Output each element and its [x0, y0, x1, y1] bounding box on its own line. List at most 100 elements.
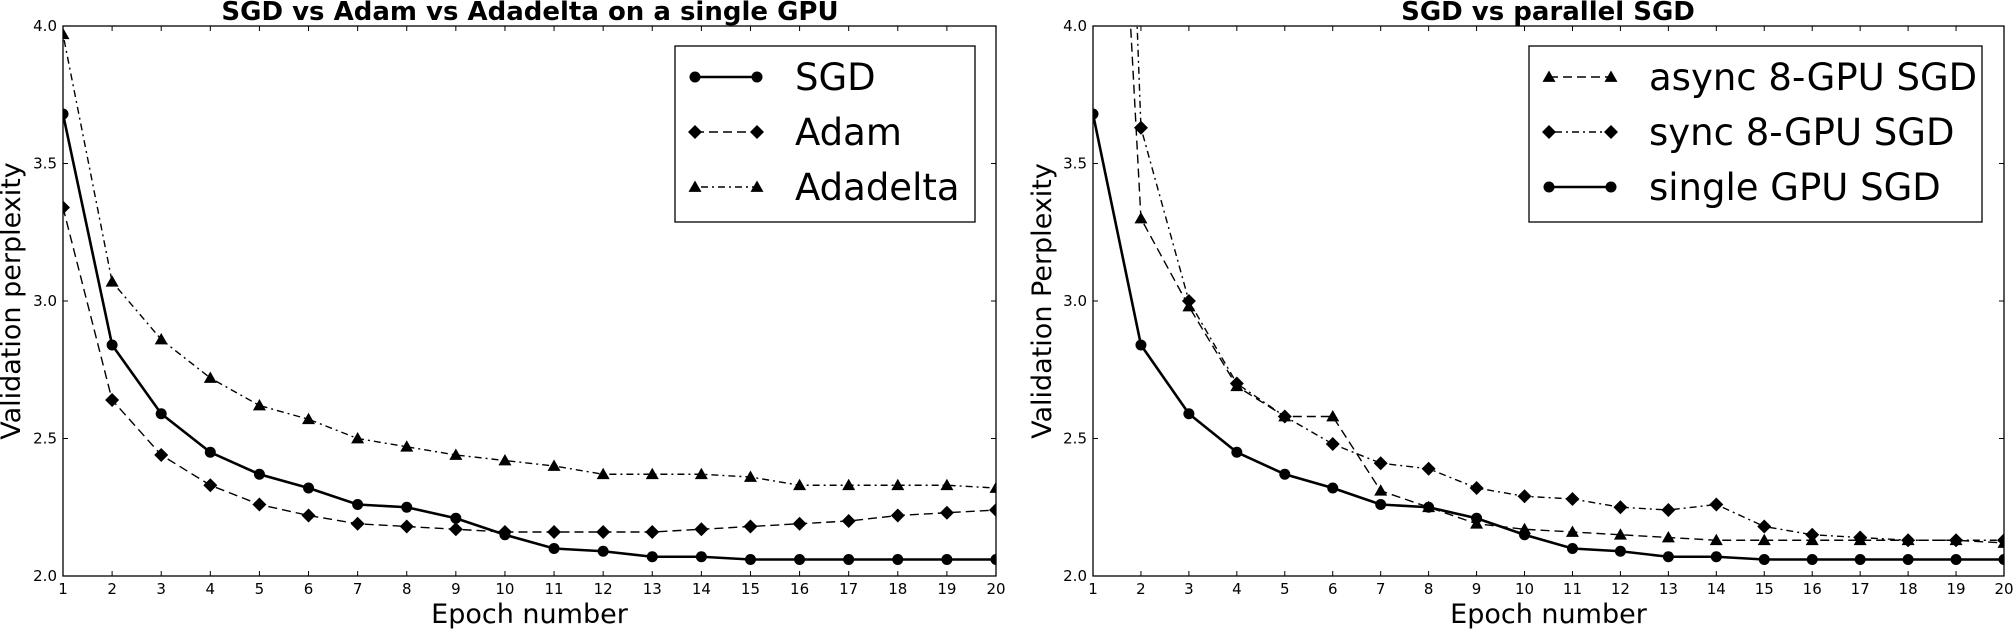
y-tick-label: 3.5 — [33, 155, 57, 173]
x-tick-label: 7 — [1376, 580, 1386, 598]
legend-marker — [750, 125, 764, 139]
data-point — [1757, 519, 1772, 534]
y-tick-label: 2.0 — [33, 567, 57, 585]
data-point — [1135, 339, 1147, 351]
legend: async 8-GPU SGD sync 8-GPU SGD single GPU … — [1528, 45, 1983, 223]
data-point — [645, 467, 659, 480]
data-point — [1854, 554, 1866, 565]
data-point — [694, 467, 708, 480]
y-axis-label: Validation perplexity — [0, 162, 27, 440]
data-point — [1662, 551, 1674, 563]
data-point — [1613, 500, 1628, 515]
x-tick-label: 10 — [495, 580, 514, 598]
data-point — [204, 446, 216, 458]
data-point — [1375, 499, 1387, 510]
x-tick-label: 5 — [1280, 580, 1290, 598]
data-point — [1231, 446, 1243, 458]
legend-box — [1528, 45, 1983, 223]
x-tick-label: 20 — [986, 580, 1005, 598]
data-point — [1757, 533, 1771, 546]
data-point — [792, 516, 807, 531]
x-tick-label: 6 — [304, 580, 314, 598]
x-tick-label: 5 — [255, 580, 265, 598]
legend-label: async 8-GPU SGD — [1649, 56, 1977, 99]
legend-label: SGD — [795, 56, 876, 99]
legend-label: Adam — [795, 111, 902, 154]
x-tick-label: 7 — [353, 580, 363, 598]
x-tick-label: 15 — [741, 580, 760, 598]
data-point — [1423, 501, 1435, 513]
y-tick-label: 4.0 — [1063, 17, 1087, 35]
data-point — [155, 408, 167, 420]
data-point — [1805, 527, 1820, 542]
data-point — [1517, 489, 1532, 504]
data-point — [448, 522, 463, 537]
x-tick-label: 16 — [790, 580, 809, 598]
data-point — [843, 554, 855, 565]
data-point — [1709, 533, 1723, 546]
x-tick-label: 1 — [58, 580, 68, 598]
data-point — [793, 478, 807, 491]
legend-marker — [1543, 181, 1555, 193]
data-point — [596, 467, 610, 480]
data-point — [1277, 409, 1292, 424]
x-axis-label: Epoch number — [1450, 599, 1648, 630]
data-point — [892, 554, 904, 565]
plot-area — [63, 27, 996, 565]
series-line — [1093, 113, 2004, 561]
data-point — [1758, 554, 1770, 565]
data-point — [1325, 437, 1340, 451]
data-point — [1613, 528, 1627, 540]
data-point — [1566, 543, 1578, 554]
data-point — [1709, 497, 1724, 512]
data-point — [351, 432, 365, 444]
data-point — [1853, 530, 1868, 545]
chart-title: SGD vs parallel SGD — [1401, 0, 1695, 27]
data-point — [399, 519, 414, 534]
data-point — [1565, 525, 1579, 537]
x-tick-label: 17 — [1851, 580, 1870, 598]
data-point — [1614, 545, 1626, 557]
legend-label: sync 8-GPU SGD — [1649, 111, 1954, 154]
data-point — [1421, 461, 1436, 476]
x-tick-label: 3 — [1184, 580, 1194, 598]
data-point — [646, 551, 658, 563]
legend-marker — [1542, 70, 1556, 82]
x-tick-label: 1 — [1088, 580, 1098, 598]
data-point — [1229, 376, 1244, 391]
data-point — [63, 108, 69, 120]
x-tick-label: 12 — [594, 580, 613, 598]
y-tick-label: 3.0 — [1063, 292, 1087, 310]
y-tick-label: 3.5 — [1063, 155, 1087, 173]
data-point — [645, 525, 660, 539]
plot-area — [1093, 26, 2004, 565]
data-point — [694, 522, 709, 537]
legend-marker — [751, 71, 763, 83]
y-axis-label: Validation Perplexity — [1027, 163, 1058, 439]
data-point — [547, 525, 562, 539]
x-tick-label: 4 — [1232, 580, 1242, 598]
x-axis-label: Epoch number — [431, 599, 629, 630]
data-point — [1093, 108, 1099, 120]
data-point — [890, 508, 905, 523]
data-point — [1373, 456, 1388, 471]
data-point — [1902, 554, 1914, 565]
data-point — [154, 333, 168, 345]
data-point — [1133, 120, 1148, 135]
data-point — [303, 482, 315, 494]
data-point — [891, 478, 905, 491]
x-tick-label: 19 — [1947, 580, 1966, 598]
data-point — [1326, 410, 1340, 422]
data-point — [1949, 533, 1964, 548]
data-point — [989, 503, 996, 517]
data-point — [253, 468, 265, 480]
data-point — [990, 554, 996, 565]
data-point — [105, 275, 119, 287]
legend-marker — [750, 180, 764, 192]
series-line — [1136, 26, 2004, 541]
data-point — [596, 525, 611, 539]
data-point — [63, 200, 70, 215]
legend-box — [674, 45, 976, 223]
